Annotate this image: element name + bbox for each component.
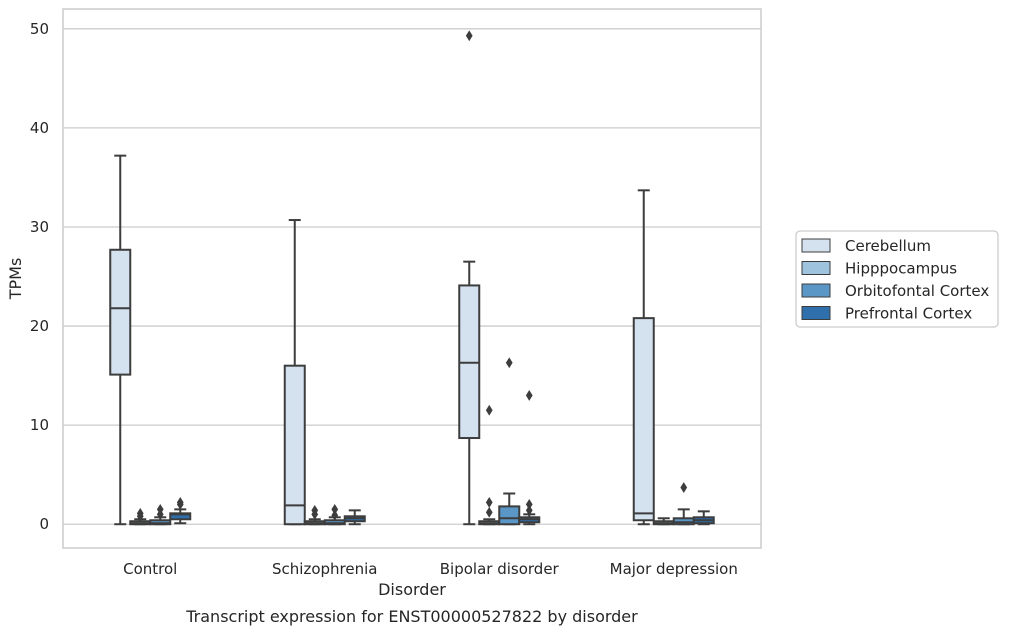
box-prefrontal-cortex	[518, 390, 541, 526]
x-tick-label: Bipolar disorder	[440, 560, 560, 578]
x-tick-label: Major depression	[610, 560, 738, 578]
x-tick-labels: Control Schizophrenia Bipolar disorder Majo…	[123, 560, 738, 578]
y-tick-label: 50	[30, 20, 49, 38]
box-hipppocampus	[129, 507, 152, 526]
box-orbitofontal-cortex	[149, 503, 172, 526]
box-orbitofontal-cortex	[498, 357, 521, 526]
legend: Cerebellum Hipppocampus Orbitofontal Corte…	[795, 230, 999, 328]
outlier-point	[331, 509, 339, 521]
box	[498, 505, 521, 526]
outlier-point	[331, 503, 339, 515]
box	[632, 317, 655, 522]
legend-label: Cerebellum	[845, 237, 931, 255]
outlier-point	[465, 30, 473, 42]
outlier-point	[156, 503, 164, 515]
legend-frame	[795, 230, 999, 328]
box	[283, 364, 306, 526]
y-tick-label: 0	[39, 515, 49, 533]
legend-label: Orbitofontal Cortex	[845, 282, 989, 300]
outlier-point	[525, 504, 533, 516]
outlier-point	[311, 504, 319, 516]
x-tick-label: Control	[123, 560, 177, 578]
box-cerebellum	[632, 189, 655, 526]
legend-label: Prefrontal Cortex	[845, 305, 972, 323]
chart-caption: Transcript expression for ENST0000052782…	[185, 607, 638, 626]
outlier-point	[525, 499, 533, 510]
box-prefrontal-cortex	[169, 497, 192, 525]
box-orbitofontal-cortex	[672, 482, 695, 526]
box-hipppocampus	[478, 404, 501, 526]
plot-frame	[62, 8, 762, 549]
legend-swatch	[801, 283, 831, 298]
y-tick-label: 40	[30, 119, 49, 137]
y-tick-labels: 0 10 20 30 40 50	[30, 20, 49, 533]
box-orbitofontal-cortex	[323, 503, 346, 526]
box-prefrontal-cortex	[692, 510, 715, 526]
y-tick-label: 20	[30, 317, 49, 335]
outlier-point	[505, 357, 513, 369]
boxplots	[109, 30, 715, 526]
outlier-point	[680, 482, 688, 493]
outlier-point	[485, 506, 493, 518]
legend-swatch	[801, 261, 831, 275]
outlier-point	[485, 404, 493, 416]
outlier-point	[136, 507, 144, 519]
box-cerebellum	[109, 154, 132, 526]
x-axis-label: Disorder	[378, 580, 446, 599]
box-prefrontal-cortex	[343, 509, 366, 526]
y-axis-label: TPMs	[6, 258, 25, 301]
outlier-point	[485, 497, 493, 508]
box-cerebellum	[458, 30, 481, 526]
box	[109, 248, 132, 376]
y-tick-label: 30	[30, 218, 49, 236]
y-tick-label: 10	[30, 416, 49, 434]
legend-swatch	[801, 306, 831, 320]
outlier-point	[176, 497, 184, 508]
box-hipppocampus	[303, 504, 326, 526]
legend-swatch	[801, 238, 831, 253]
x-tick-label: Schizophrenia	[272, 560, 377, 578]
gridlines	[63, 28, 761, 525]
outlier-point	[525, 390, 533, 401]
box-cerebellum	[283, 219, 306, 526]
legend-label: Hipppocampus	[845, 260, 957, 278]
box-hipppocampus	[652, 517, 675, 526]
